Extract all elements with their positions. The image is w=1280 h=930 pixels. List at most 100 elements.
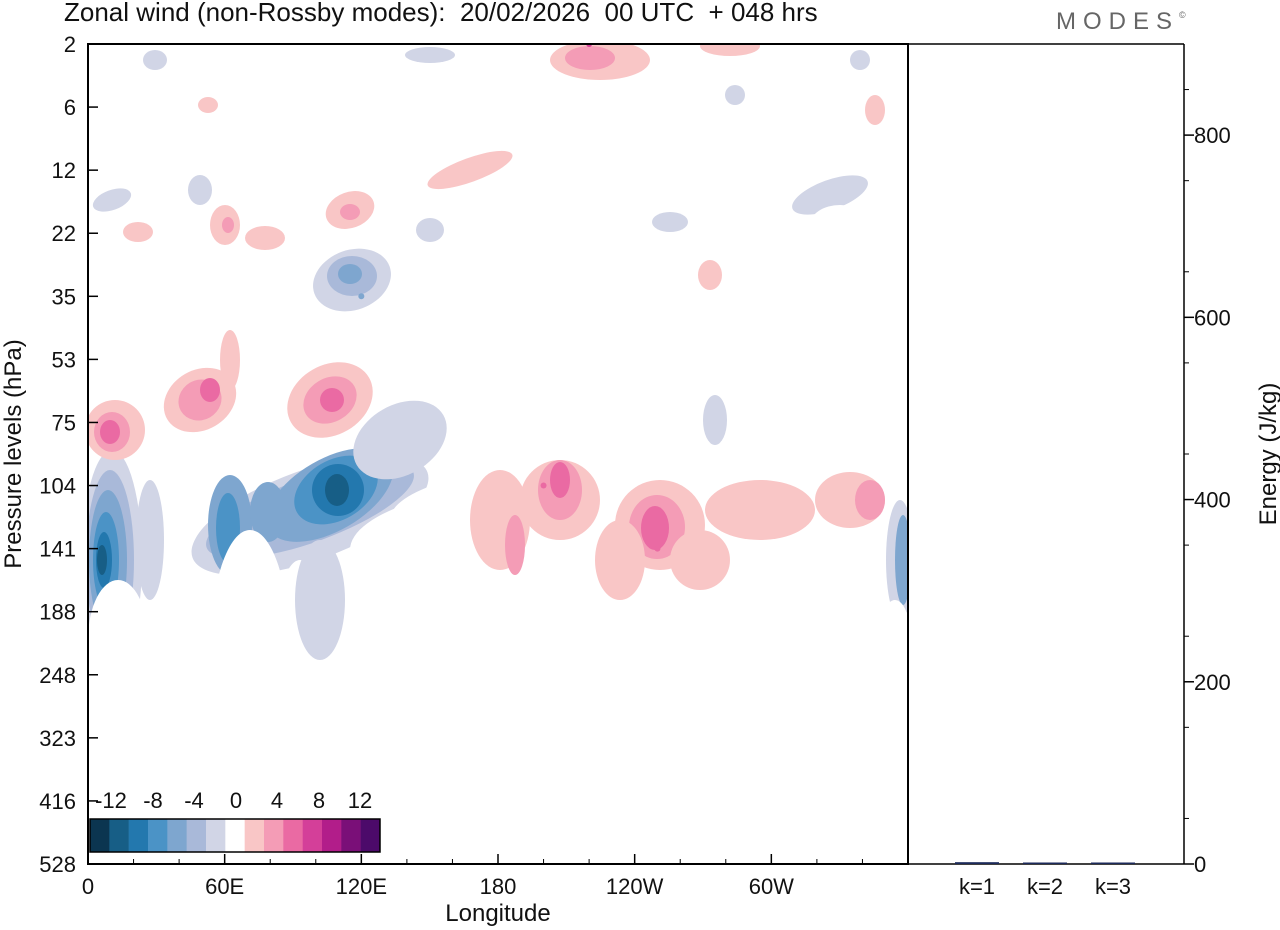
contour-blob bbox=[610, 165, 690, 205]
y-tick-label: 35 bbox=[52, 284, 76, 309]
energy-tick-label: 200 bbox=[1194, 670, 1231, 695]
y-tick-label: 416 bbox=[39, 789, 76, 814]
y-tick-label: 104 bbox=[39, 474, 76, 499]
x-axis-label: Longitude bbox=[445, 900, 550, 927]
contour-blob bbox=[250, 482, 286, 542]
contour-blob bbox=[650, 700, 690, 760]
y-tick-label: 53 bbox=[52, 347, 76, 372]
feature-core-neg-band-stratosphere bbox=[358, 293, 365, 300]
colorbar-tick-label: -12 bbox=[95, 788, 127, 813]
contour-blob bbox=[670, 530, 730, 590]
contour-blob bbox=[725, 85, 745, 105]
modes-logo: MODES© bbox=[1056, 8, 1186, 36]
contour-blob bbox=[88, 75, 107, 155]
energy-category-label: k=2 bbox=[1027, 874, 1063, 899]
energy-axis-label: Energy (J/kg) bbox=[1255, 383, 1280, 526]
feature-core-pos-band-pacific-2 bbox=[654, 545, 661, 552]
energy-bars: 0 200 400 600 800 k=1 k=2 k=3 bbox=[908, 43, 1231, 899]
contour-blob bbox=[100, 420, 120, 444]
energy-category-label: k=1 bbox=[959, 874, 995, 899]
colorbar-swatch bbox=[283, 819, 303, 852]
colorbar-swatch bbox=[90, 819, 110, 852]
contour-blob bbox=[760, 345, 780, 395]
colorbar-swatch bbox=[109, 819, 129, 852]
chart-title: Zonal wind (non-Rossby modes): 20/02/202… bbox=[64, 0, 818, 27]
contour-blob bbox=[136, 480, 164, 600]
colorbar-swatch bbox=[341, 819, 361, 852]
contour-blob bbox=[855, 480, 885, 520]
colorbar-tick-label: 12 bbox=[348, 788, 372, 813]
contour-blob bbox=[123, 222, 153, 242]
colorbar-tick-label: 0 bbox=[230, 788, 242, 813]
contour-blob bbox=[530, 190, 630, 230]
contour-blob bbox=[505, 515, 525, 575]
contour-blob bbox=[652, 212, 688, 232]
colorbar-swatch bbox=[148, 819, 168, 852]
contour-blob bbox=[641, 506, 669, 550]
contour-blob bbox=[245, 226, 285, 250]
contour-blob bbox=[883, 290, 907, 350]
y-tick-label: 75 bbox=[52, 410, 76, 435]
colorbar-swatch bbox=[225, 819, 245, 852]
contour-blob bbox=[340, 204, 360, 220]
colorbar-tick-label: -4 bbox=[184, 788, 204, 813]
contour-blob bbox=[280, 80, 360, 120]
contour-blob bbox=[272, 358, 288, 382]
contour-blob bbox=[700, 44, 760, 56]
colorbar-swatch bbox=[244, 819, 265, 852]
energy-tick-label: 600 bbox=[1194, 305, 1231, 330]
contour-blob bbox=[879, 600, 908, 680]
y-tick-label: 323 bbox=[39, 726, 76, 751]
contour-blob bbox=[550, 145, 610, 165]
colorbar-tick-label: -8 bbox=[143, 788, 163, 813]
contour-blob bbox=[480, 755, 500, 785]
contour-blob bbox=[810, 205, 870, 245]
energy-tick-label: 800 bbox=[1194, 123, 1231, 148]
y-axis-label: Pressure levels (hPa) bbox=[0, 339, 27, 568]
contour-blob bbox=[143, 50, 167, 70]
y-tick-label: 188 bbox=[39, 600, 76, 625]
y-tick-label: 12 bbox=[52, 158, 76, 183]
x-tick-label: 120E bbox=[336, 874, 387, 899]
energy-tick-label: 400 bbox=[1194, 488, 1231, 513]
contour-blob bbox=[200, 378, 220, 402]
y-tick-label: 141 bbox=[39, 537, 76, 562]
x-tick-label: 60E bbox=[205, 874, 244, 899]
energy-category-label: k=3 bbox=[1095, 874, 1131, 899]
colorbar-swatch bbox=[128, 819, 149, 852]
contour-blob bbox=[220, 330, 240, 390]
contour-blob bbox=[390, 620, 430, 700]
colorbar-tick-label: 8 bbox=[313, 788, 325, 813]
contour-blob bbox=[565, 46, 615, 70]
contour-blob bbox=[210, 530, 290, 770]
contour-blob bbox=[865, 95, 885, 125]
energy-tick-label: 0 bbox=[1194, 852, 1206, 877]
x-tick-label: 180 bbox=[480, 874, 517, 899]
contour-blob bbox=[550, 462, 570, 498]
colorbar-swatch bbox=[264, 819, 284, 852]
contour-blob bbox=[703, 395, 727, 445]
contour-blob bbox=[338, 264, 362, 284]
feature-core-jet-core-negative-west bbox=[98, 545, 105, 552]
energy-bar bbox=[955, 862, 999, 864]
contour-blob bbox=[425, 640, 475, 720]
colorbar-frame bbox=[89, 818, 381, 853]
colorbar-swatch bbox=[206, 819, 226, 852]
contour-blob bbox=[353, 400, 447, 480]
contour-blob bbox=[295, 540, 345, 660]
contour-blob bbox=[895, 515, 908, 605]
contour-blob bbox=[96, 640, 144, 760]
y-tick-label: 528 bbox=[39, 852, 76, 877]
feature-core-jet-core-negative-east bbox=[335, 482, 342, 489]
colorbar-swatch bbox=[360, 819, 381, 852]
contour-blob bbox=[613, 315, 637, 335]
contour-blob bbox=[416, 218, 444, 242]
contour-blob bbox=[405, 47, 455, 63]
contour-blob bbox=[792, 175, 868, 215]
contour-blob bbox=[198, 97, 218, 113]
contour-blob bbox=[325, 474, 349, 506]
contour-blob bbox=[205, 600, 235, 680]
contour-blob bbox=[188, 175, 212, 205]
contour-blob bbox=[97, 545, 107, 575]
x-tick-label: 60W bbox=[749, 874, 794, 899]
